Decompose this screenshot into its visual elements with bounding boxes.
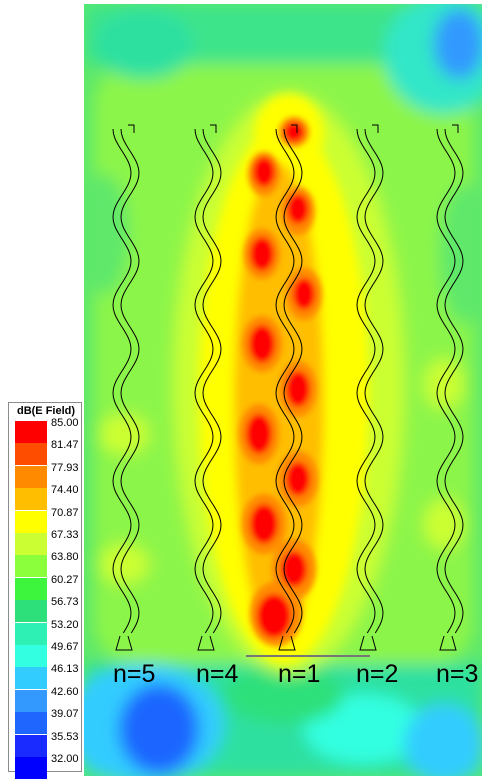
legend-swatch — [15, 757, 47, 779]
meander-n5 — [112, 124, 140, 651]
label-n1: n=1 — [278, 660, 321, 688]
meander-n3 — [436, 124, 464, 651]
legend-swatch — [15, 510, 47, 533]
legend-swatch — [15, 712, 47, 735]
legend-swatch — [15, 734, 47, 757]
legend-swatch — [15, 577, 47, 600]
legend-value: 74.40 — [51, 484, 79, 497]
legend-value: 60.27 — [51, 573, 79, 586]
legend-title: dB(E Field) — [16, 405, 76, 417]
legend-value: 32.00 — [51, 753, 79, 765]
legend-value: 56.73 — [51, 596, 79, 609]
meander-n1 — [275, 124, 303, 651]
legend-value: 67.33 — [51, 529, 79, 541]
legend-swatch — [15, 488, 47, 511]
legend-value: 77.93 — [51, 461, 79, 474]
meander-n4 — [194, 124, 222, 651]
legend-swatch — [15, 443, 47, 466]
legend-swatch — [15, 533, 47, 555]
meander-n2 — [356, 124, 384, 651]
label-n2: n=2 — [356, 660, 399, 688]
legend-value: 53.20 — [51, 618, 79, 631]
label-n4: n=4 — [196, 660, 239, 688]
legend-swatch — [15, 689, 47, 712]
legend-value: 85.00 — [51, 417, 79, 429]
label-n3: n=3 — [436, 660, 479, 688]
legend-value: 81.47 — [51, 439, 79, 452]
legend-swatch — [15, 555, 47, 578]
meander-outlines — [112, 124, 464, 651]
legend-value: 35.53 — [51, 730, 79, 743]
legend-swatch — [15, 622, 47, 645]
legend-swatch — [15, 600, 47, 623]
e-field-magnitude-plot — [84, 4, 482, 776]
color-legend: dB(E Field) 85.00 81.47 77.93 74.40 70.87 67.… — [8, 402, 82, 779]
legend-value: 49.67 — [51, 641, 79, 653]
label-n5: n=5 — [113, 660, 156, 688]
legend-value: 46.13 — [51, 663, 79, 676]
legend-value: 39.07 — [51, 708, 79, 721]
legend-value: 42.60 — [51, 685, 79, 698]
legend-swatch — [15, 667, 47, 690]
legend-swatch — [15, 465, 47, 488]
legend-swatch — [15, 645, 47, 667]
legend-swatch — [15, 421, 47, 443]
legend-value: 70.87 — [51, 506, 79, 519]
legend-value: 63.80 — [51, 551, 79, 564]
